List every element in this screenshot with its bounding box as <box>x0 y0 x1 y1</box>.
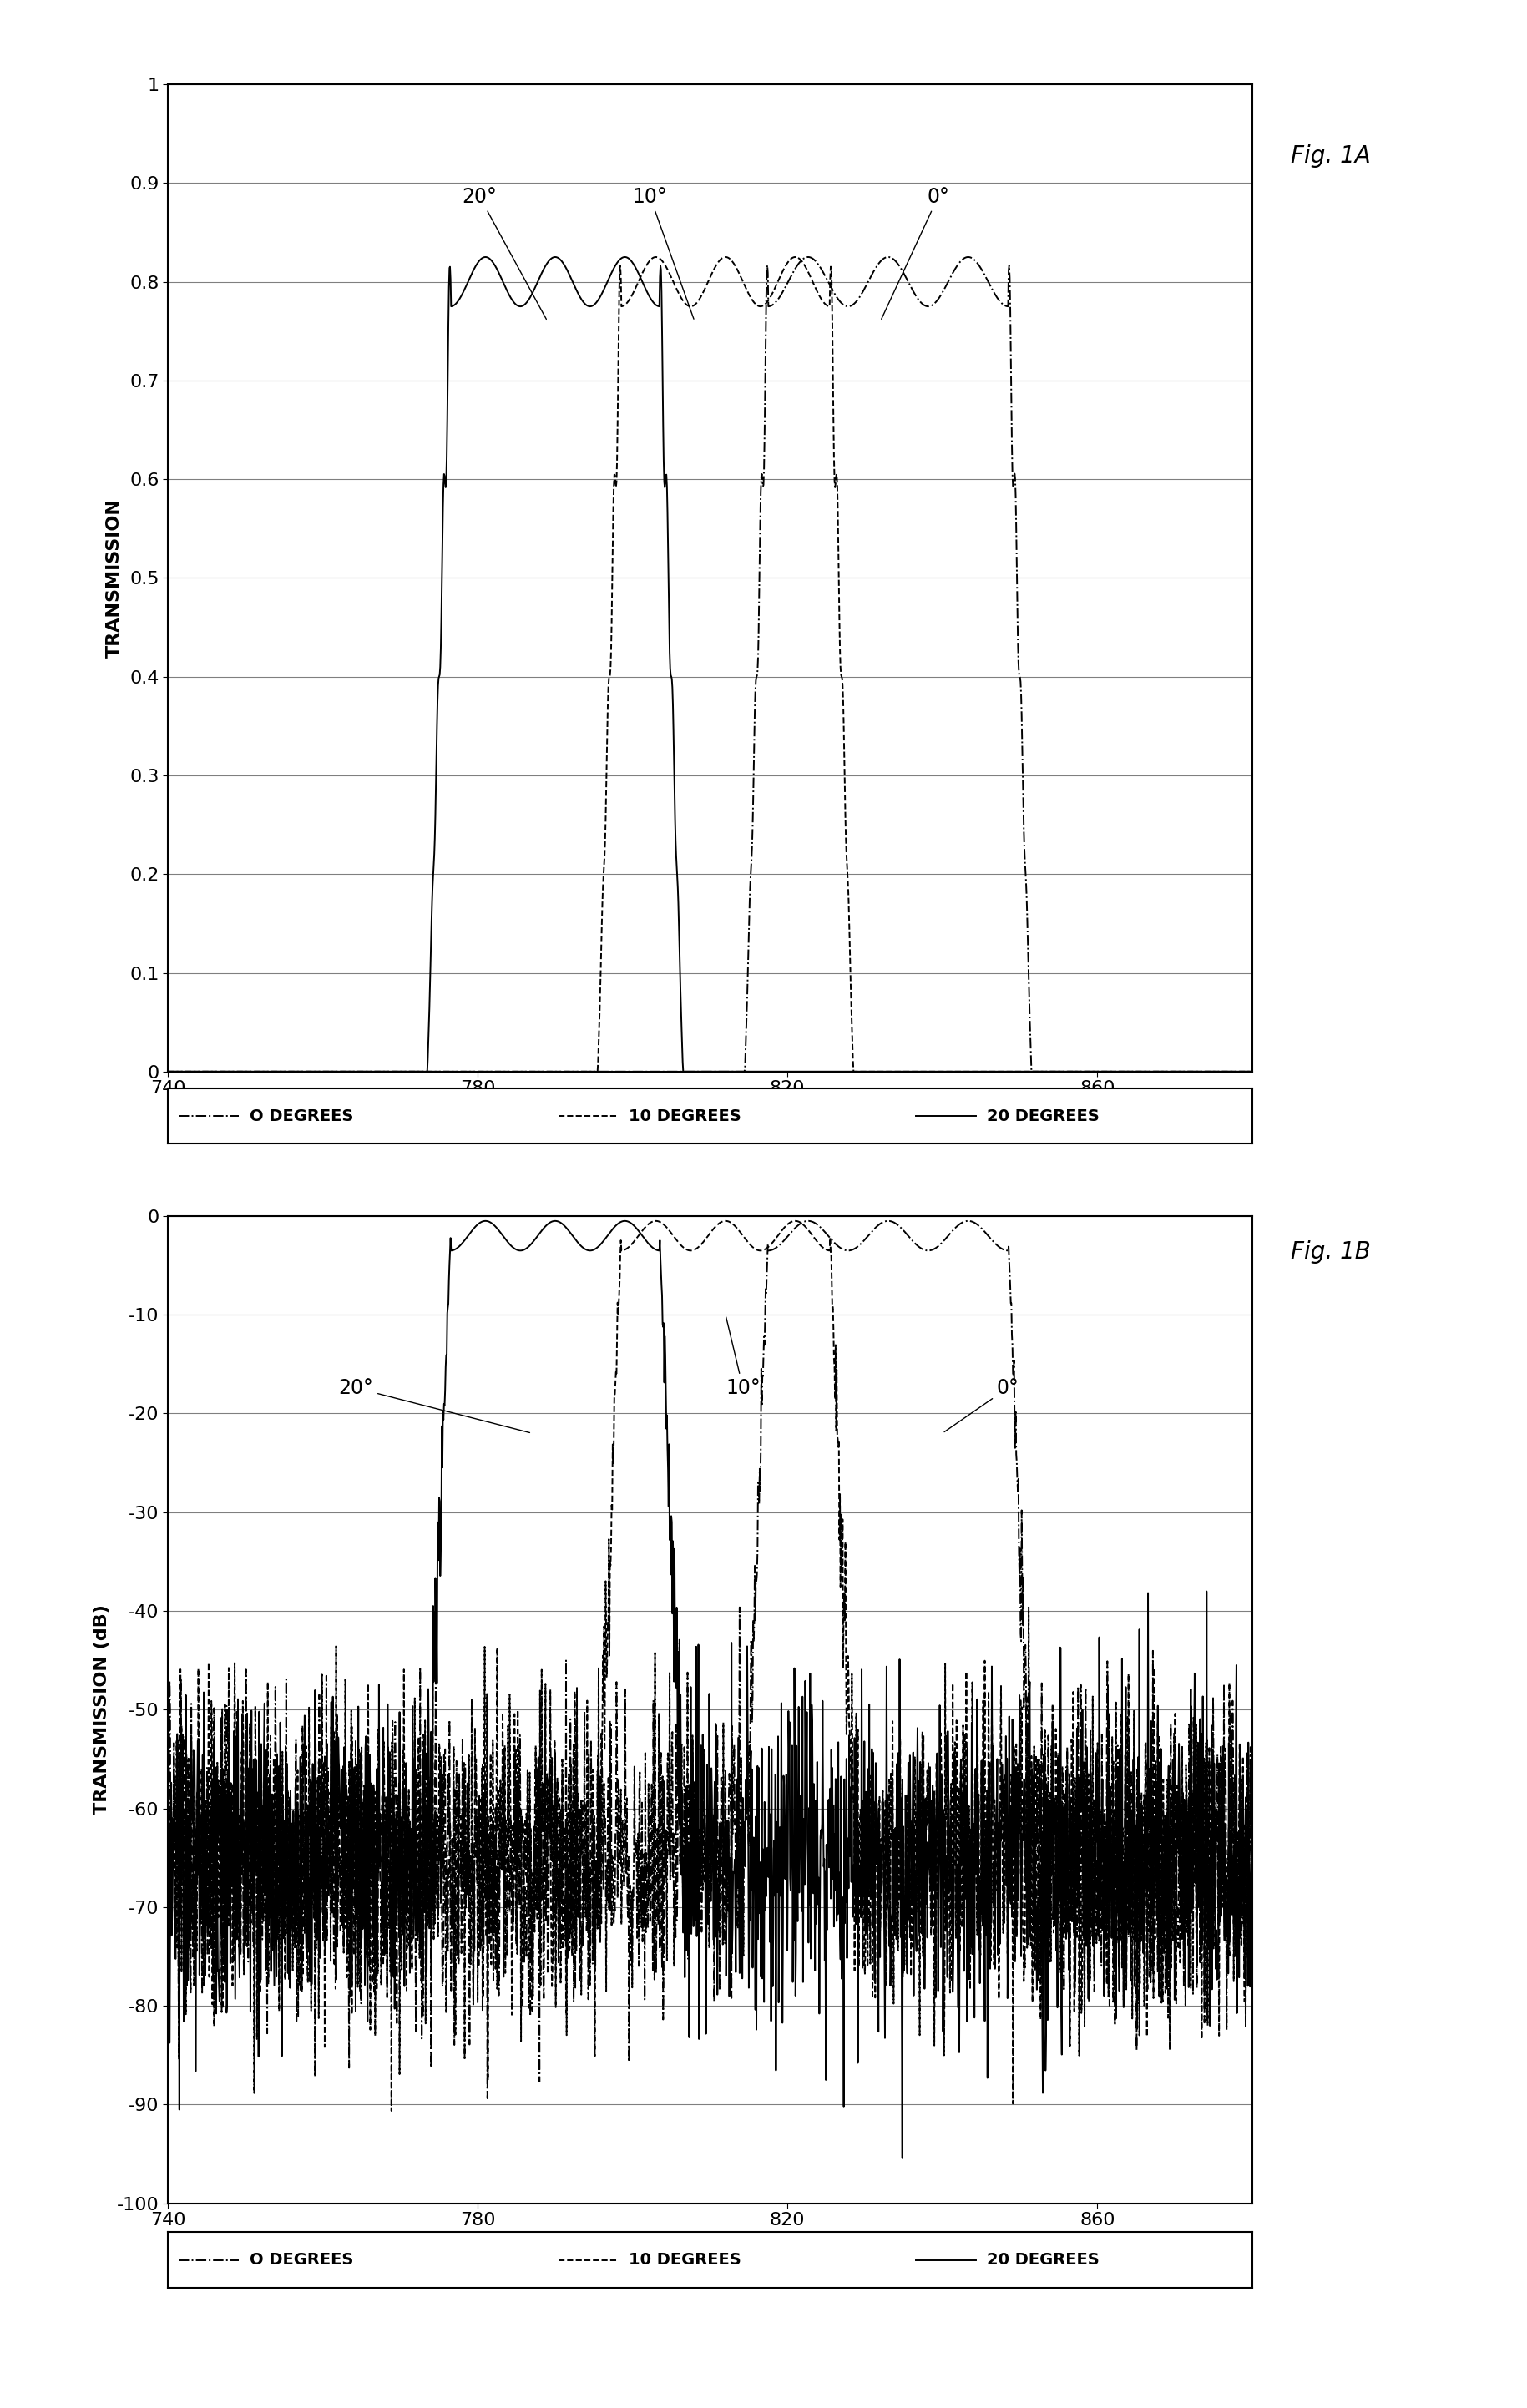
Y-axis label: TRANSMISSION (dB): TRANSMISSION (dB) <box>93 1604 110 1816</box>
Text: 10 DEGREES: 10 DEGREES <box>629 1108 741 1125</box>
Text: 20 DEGREES: 20 DEGREES <box>986 2251 1099 2268</box>
Text: 20 DEGREES: 20 DEGREES <box>986 1108 1099 1125</box>
X-axis label: WAVELENGTH (nm): WAVELENGTH (nm) <box>611 1103 809 1120</box>
Text: 10°: 10° <box>725 1317 760 1399</box>
Text: Fig. 1B: Fig. 1B <box>1290 1240 1370 1264</box>
X-axis label: WAVELENGTH (nm): WAVELENGTH (nm) <box>611 2235 809 2251</box>
Text: O DEGREES: O DEGREES <box>249 1108 353 1125</box>
Text: 0°: 0° <box>944 1377 1019 1433</box>
Text: 20°: 20° <box>463 188 547 320</box>
Text: O DEGREES: O DEGREES <box>249 2251 353 2268</box>
Text: 10°: 10° <box>632 188 693 318</box>
Text: 0°: 0° <box>881 188 950 320</box>
Y-axis label: TRANSMISSION: TRANSMISSION <box>105 498 122 657</box>
Text: 10 DEGREES: 10 DEGREES <box>629 2251 741 2268</box>
Text: Fig. 1A: Fig. 1A <box>1290 144 1370 169</box>
Text: 20°: 20° <box>339 1377 530 1433</box>
